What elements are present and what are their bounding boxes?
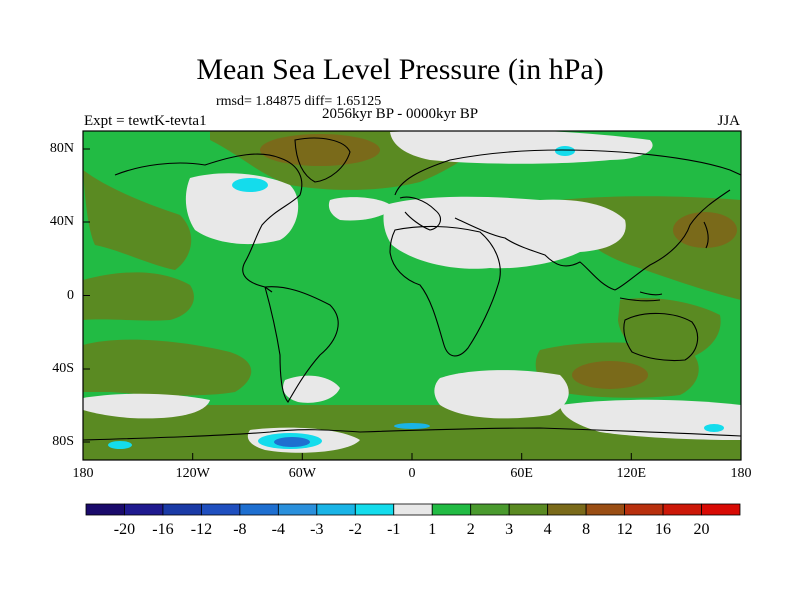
colorbar-label: 16 (655, 521, 672, 538)
colorbar-swatch (662, 503, 702, 516)
lat-label: 40N (49, 214, 74, 229)
colorbar-label: 1 (428, 521, 437, 538)
field-neutral-eurasia-north (390, 131, 653, 164)
colorbar-swatch (624, 503, 664, 516)
lat-label: 0 (67, 288, 74, 303)
field-negative-antarctic-core (274, 437, 310, 447)
colorbar-swatch (393, 503, 433, 516)
colorbar-label: -8 (233, 521, 247, 538)
field-core-northpacific (673, 212, 737, 248)
axis-ticks (82, 148, 742, 460)
colorbar-label: -16 (152, 521, 174, 538)
field-positive-north-pacific (83, 170, 192, 270)
colorbar-label: 4 (543, 521, 552, 538)
colorbar-swatch (316, 503, 356, 516)
coast-indonesia (619, 291, 663, 302)
colorbar-label: 20 (693, 521, 710, 538)
experiment-label: Expt = tewtK-tevta1 (84, 113, 207, 129)
field-neutral-pacific-south (83, 393, 210, 419)
colorbar-swatch (239, 503, 279, 516)
lat-label: 40S (52, 361, 74, 376)
coastlines (83, 137, 741, 441)
colorbar-swatch (201, 503, 241, 516)
field-neutral-northamerica (185, 173, 299, 245)
field-neutral-southatlantic (434, 370, 569, 419)
coast-japan (703, 221, 709, 249)
coast-north-america (114, 153, 303, 293)
field-neutral-atlantic (328, 197, 392, 221)
stats-label: rmsd= 1.84875 diff= 1.65125 (216, 94, 382, 109)
lon-label: 60E (510, 466, 533, 481)
field-negative-siberia (555, 146, 575, 156)
lon-label: 180 (730, 466, 752, 481)
coast-australia (623, 312, 699, 362)
colorbar-label: -4 (271, 521, 285, 538)
colorbar-label: 12 (616, 521, 633, 538)
season-label: JJA (717, 113, 740, 129)
lon-label: 0 (408, 466, 416, 481)
colorbar-label: 3 (505, 521, 514, 538)
colorbar-swatch (470, 503, 510, 516)
colorbar-swatch (85, 503, 125, 516)
field-positive-south-pacific (83, 339, 252, 396)
lat-label: 80S (52, 434, 74, 449)
colorbar-swatch (431, 503, 472, 516)
coast-antarctica (83, 427, 741, 441)
colorbar-swatch (354, 503, 395, 516)
coast-greenland (294, 137, 351, 183)
lon-label: 60W (288, 466, 316, 481)
colorbar (85, 503, 741, 516)
map-title: Mean Sea Level Pressure (in hPa) (196, 53, 604, 86)
field-neutral-eurasia (383, 196, 626, 269)
colorbar-label: -20 (113, 521, 136, 538)
colorbar-swatch (547, 503, 587, 516)
lon-label: 120E (616, 466, 647, 481)
field-negative-weddell (394, 423, 430, 429)
colorbar-label: 8 (582, 521, 591, 538)
lon-label: 180 (72, 466, 94, 481)
field-neutral-southamerica (283, 375, 340, 403)
colorbar-label: 2 (466, 521, 475, 538)
coast-eurasia (394, 149, 741, 291)
colorbar-label: -2 (348, 521, 362, 538)
colorbar-swatch (508, 503, 549, 516)
map-field (83, 131, 741, 460)
field-positive-pacific-west (83, 272, 194, 321)
field-negative-ross (108, 441, 132, 449)
colorbar-swatch (162, 503, 202, 516)
colorbar-swatch (277, 503, 318, 516)
colorbar-label: -3 (310, 521, 324, 538)
coast-south-america (264, 286, 339, 403)
field-core-indian (572, 361, 648, 389)
colorbar-label: -1 (387, 521, 401, 538)
coast-europe (399, 196, 441, 231)
colorbar-swatch (701, 503, 741, 516)
colorbar-label: -12 (190, 521, 213, 538)
lon-label: 120W (175, 466, 210, 481)
colorbar-swatch (124, 503, 164, 516)
field-negative-east (704, 424, 724, 432)
coast-africa (389, 225, 501, 357)
period-subtitle: 2056kyr BP - 0000kyr BP (321, 106, 479, 122)
field-core-arctic (260, 134, 380, 166)
field-negative-greenland (232, 178, 268, 192)
lat-label: 80N (49, 141, 74, 156)
colorbar-swatch (585, 503, 625, 516)
